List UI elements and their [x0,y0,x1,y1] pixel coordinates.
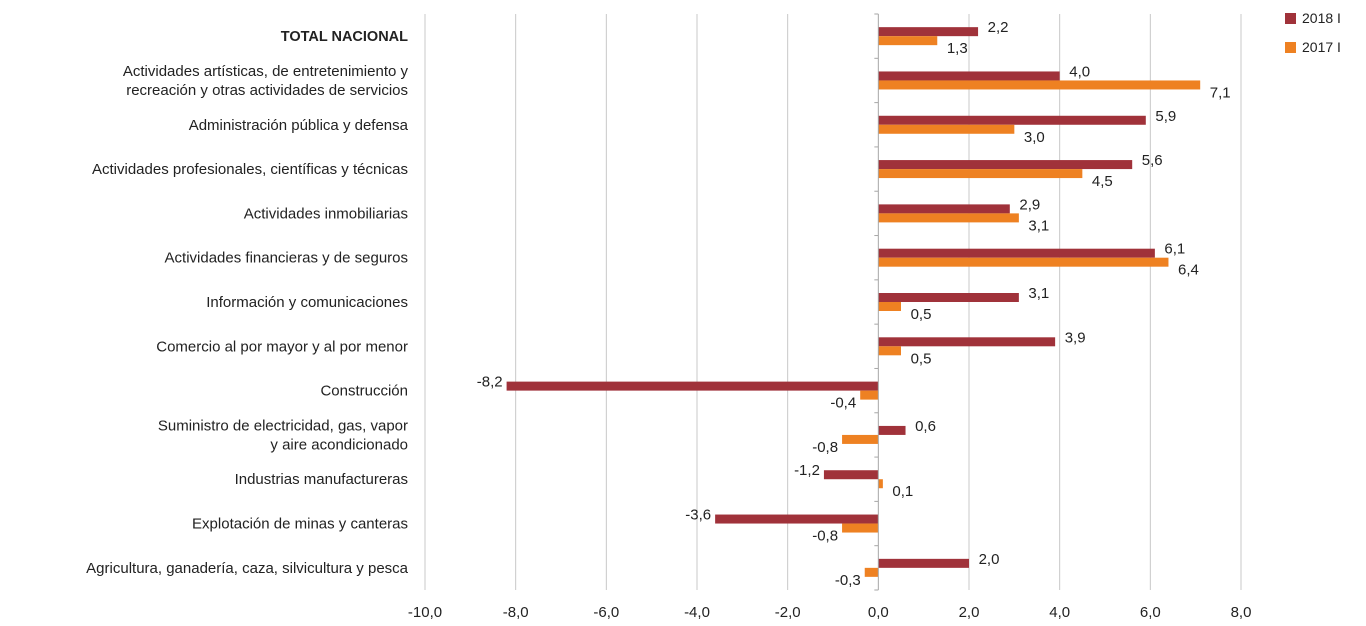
bar-series-2 [878,80,1201,90]
bar-series-1 [878,293,1019,302]
data-label: 3,1 [1028,285,1049,302]
bar-series-2 [878,346,901,356]
data-label: 4,0 [1069,63,1090,80]
data-label: 2,0 [979,551,1000,568]
data-label: 2,2 [988,19,1009,36]
legend-swatch [1285,42,1296,53]
x-tick-label: -10,0 [408,604,442,621]
x-tick-label: -4,0 [684,604,710,621]
legend-label: 2017 I [1302,39,1341,55]
bar-series-1 [878,425,906,435]
bars [506,27,1201,577]
x-tick-label: -2,0 [775,604,801,621]
bar-series-2 [878,213,1019,223]
data-label: 3,1 [1028,217,1049,234]
x-tick-label: 2,0 [959,604,980,621]
grid-lines [424,14,1242,590]
category-label: Actividades financieras y de seguros [165,250,408,267]
bar-series-2 [878,124,1015,134]
data-label: -0,8 [812,528,838,545]
category-label: Construcción [320,383,408,400]
bar-series-1 [878,115,1146,125]
bar-series-1 [878,27,979,37]
data-label: 6,4 [1178,262,1199,279]
data-label: 3,0 [1024,129,1045,146]
bar-series-2 [842,434,879,444]
bar-series-2 [842,523,879,533]
x-tick-labels: -10,0 -8,0 -6,0 -4,0 -2,0 0,0 2,0 4,0 6,0 8,0 [408,604,1252,621]
category-label: Agricultura, ganadería, caza, silvicultu… [86,560,408,577]
data-label: 0,5 [911,350,932,367]
bar-series-1 [878,204,1010,214]
bar-series-2 [860,390,879,400]
category-label: Información y comunicaciones [206,294,408,311]
bar-series-2 [878,169,1083,179]
x-tick-label: 8,0 [1231,604,1252,621]
category-label: Actividades inmobiliarias [244,205,408,222]
data-label: 3,9 [1065,329,1086,346]
data-label: -3,6 [685,507,711,524]
x-tick-label: -6,0 [593,604,619,621]
x-tick-label: 6,0 [1140,604,1161,621]
bar-series-1 [878,558,969,568]
category-label: Suministro de electricidad, gas, vapor y … [158,417,408,453]
x-tick-label: 0,0 [868,604,889,621]
category-label: Actividades artísticas, de entretenimien… [123,63,409,99]
category-label: Explotación de minas y canteras [192,516,408,533]
zero-axis [874,13,879,591]
bar-series-2 [878,479,883,489]
category-label: TOTAL NACIONAL [281,29,408,45]
bar-series-1 [878,160,1133,170]
data-label: -8,2 [477,374,503,391]
data-label: 0,1 [892,483,913,500]
data-label: -1,2 [794,462,820,479]
category-label: Administración pública y defensa [189,117,409,134]
bar-series-1 [506,381,879,391]
legend-label: 2018 I [1302,10,1341,26]
bar-series-1 [878,71,1060,81]
category-label: Actividades profesionales, científicas y… [92,161,408,178]
x-tick-label: -8,0 [503,604,529,621]
data-label: 5,9 [1155,108,1176,125]
data-label: 0,6 [915,418,936,435]
data-label: 7,1 [1210,84,1231,101]
bar-series-1 [878,248,1155,258]
data-label: 1,3 [947,40,968,57]
bar-series-1 [878,337,1056,347]
legend: 2018 I 2017 I [1285,10,1341,55]
data-label: 2,9 [1019,196,1040,213]
data-label: 5,6 [1142,152,1163,169]
x-tick-label: 4,0 [1049,604,1070,621]
category-label: Comercio al por mayor y al por menor [156,338,408,355]
data-label: 4,5 [1092,173,1113,190]
category-labels: TOTAL NACIONAL Actividades artísticas, de… [86,29,408,577]
bar-series-2 [878,36,938,46]
data-label: -0,4 [830,395,856,412]
legend-swatch [1285,13,1296,24]
data-labels: 2,2 4,0 5,9 5,6 2,9 6,1 3,1 3,9 -8,2 0,6 -1,2 -3,6 2… [477,19,1231,589]
data-label: 6,1 [1164,241,1185,258]
data-label: 0,5 [911,306,932,323]
data-label: -0,8 [812,439,838,456]
category-label: Industrias manufactureras [235,471,408,488]
bar-series-2 [878,257,1169,267]
bar-series-2 [864,567,879,577]
data-label: -0,3 [835,572,861,589]
bar-series-1 [715,514,879,524]
bar-series-1 [823,470,879,480]
bar-series-2 [878,302,901,311]
